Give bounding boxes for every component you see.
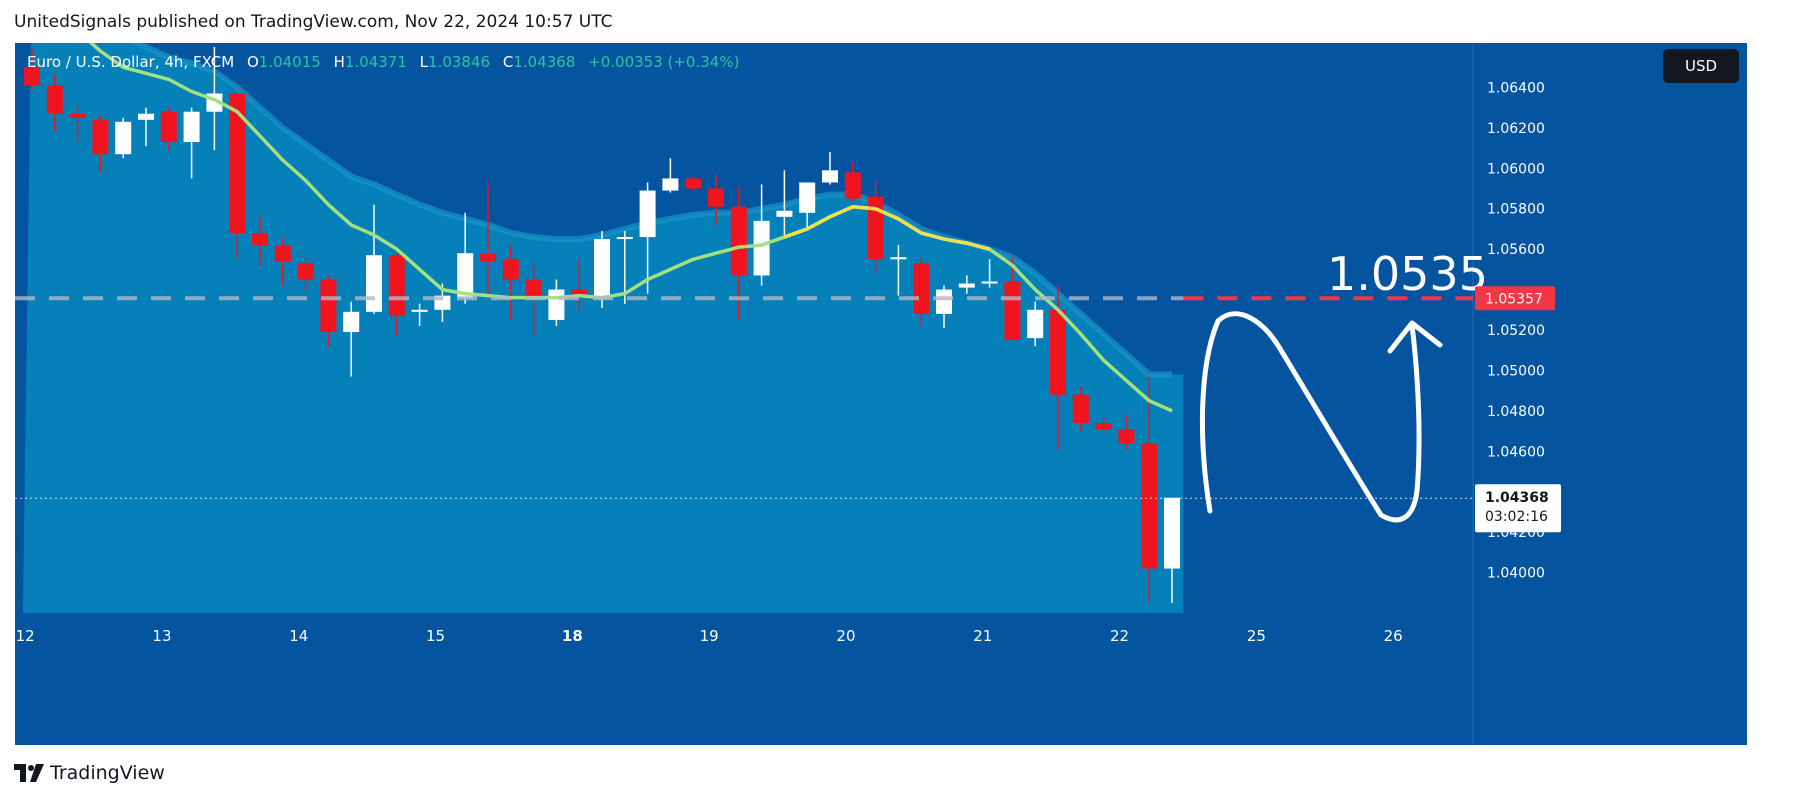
price-tick-label: 1.06400 — [1487, 80, 1545, 96]
time-tick-label: 15 — [426, 627, 445, 645]
candle-body — [548, 289, 565, 320]
candle-body — [366, 255, 382, 312]
candle-body — [662, 178, 679, 191]
current-price-label: 1.04368 — [1485, 490, 1549, 506]
open-label: O — [246, 53, 259, 71]
time-tick-label: 12 — [16, 627, 35, 645]
tradingview-logo-icon — [14, 764, 44, 782]
time-tick-label: 19 — [700, 627, 719, 645]
candle-body — [708, 188, 724, 207]
candle-body — [138, 113, 154, 120]
candle-body — [457, 253, 474, 298]
current-price-label-bg — [1475, 484, 1561, 533]
candle-body — [1118, 429, 1135, 444]
symbol-legend: Euro / U.S. Dollar, 4h, FXCM O1.04015 H1… — [27, 53, 739, 71]
candle-body — [639, 190, 656, 238]
candle-body — [69, 113, 86, 118]
candle-body — [115, 121, 132, 155]
candle-body — [730, 206, 747, 276]
candle-body — [1050, 309, 1066, 395]
candle-body — [867, 196, 884, 260]
candle-body — [229, 93, 246, 233]
time-tick-label: 18 — [562, 627, 583, 645]
candle-body — [320, 279, 337, 333]
candle-body — [274, 245, 291, 262]
arrow-head — [1387, 320, 1443, 354]
price-tick-label: 1.04800 — [1487, 404, 1545, 420]
candle-body — [981, 281, 998, 284]
price-tick-label: 1.06200 — [1487, 121, 1545, 137]
bar-countdown: 03:02:16 — [1485, 509, 1548, 525]
candle-body — [594, 239, 610, 298]
candle-body — [411, 309, 428, 312]
close-label: C — [502, 53, 514, 71]
time-tick-label: 26 — [1384, 627, 1403, 645]
ma-area-fill — [22, 43, 1184, 613]
target-annotation: 1.0535 — [1327, 247, 1488, 301]
candle-body — [685, 178, 702, 189]
candle-body — [1141, 443, 1158, 569]
low-label: L — [419, 53, 429, 71]
price-tick-label: 1.04000 — [1487, 566, 1545, 582]
candle-body — [913, 263, 930, 314]
candle-body — [958, 283, 975, 288]
candle-body — [343, 311, 360, 333]
candle-body — [502, 259, 519, 280]
candle-body — [160, 111, 177, 143]
price-tick-label: 1.04600 — [1487, 444, 1545, 460]
candle-body — [571, 289, 588, 298]
symbol-name: Euro / U.S. Dollar, 4h, FXCM — [27, 53, 235, 71]
open-value: 1.04015 — [258, 53, 321, 71]
price-tick-label: 1.05600 — [1487, 242, 1545, 258]
footer-brand: TradingView — [50, 762, 165, 784]
candle-body — [24, 67, 40, 86]
candle-body — [799, 182, 816, 213]
candle-body — [890, 257, 907, 260]
currency-button[interactable]: USD — [1663, 49, 1739, 83]
time-tick-label: 22 — [1110, 627, 1129, 645]
price-tick-label: 1.05800 — [1487, 202, 1545, 218]
time-tick-label: 25 — [1247, 627, 1266, 645]
candle-body — [297, 263, 314, 280]
time-tick-label: 13 — [152, 627, 171, 645]
high-value: 1.04371 — [344, 53, 407, 71]
time-axis-strip — [15, 613, 1747, 745]
candle-body — [252, 233, 268, 246]
publish-info: UnitedSignals published on TradingView.c… — [14, 12, 613, 32]
candle-body — [822, 170, 838, 183]
target-price-label: 1.05357 — [1485, 291, 1543, 307]
price-tick-label: 1.05200 — [1487, 323, 1545, 339]
candle-body — [46, 85, 63, 114]
price-chart[interactable]: 1.0535 1.06400 1.06200 1.06000 1.05800 1.056… — [15, 43, 1747, 745]
candle-body — [616, 237, 633, 240]
candle-body — [1072, 394, 1089, 423]
close-value: 1.04368 — [513, 53, 576, 71]
candle-body — [92, 119, 109, 155]
low-value: 1.03846 — [428, 53, 491, 71]
candle-body — [388, 255, 405, 316]
candle-body — [776, 210, 793, 217]
high-label: H — [333, 53, 345, 71]
time-tick-label: 14 — [289, 627, 308, 645]
candle-body — [1004, 281, 1021, 341]
moving-average-highlight — [783, 204, 991, 251]
candle-body — [1164, 497, 1180, 569]
projection-arrow-path — [1199, 311, 1422, 523]
candle-body — [753, 220, 770, 276]
target-price-label-bg — [1475, 286, 1555, 311]
chart-panel[interactable]: 1.0535 1.06400 1.06200 1.06000 1.05800 1.056… — [15, 43, 1747, 745]
candle-body — [480, 253, 496, 262]
price-tick-label: 1.05000 — [1487, 363, 1545, 379]
price-tick-label: 1.06000 — [1487, 161, 1545, 177]
time-tick-label: 21 — [973, 627, 992, 645]
candle-body — [183, 111, 200, 143]
footer: TradingView — [14, 760, 165, 786]
candle-body — [844, 172, 861, 199]
time-tick-label: 20 — [836, 627, 855, 645]
candle-body — [1095, 423, 1112, 430]
candle-body — [1027, 309, 1044, 339]
candle-body — [525, 279, 542, 300]
candle-body — [936, 289, 952, 314]
change-value: +0.00353 (+0.34%) — [588, 53, 740, 71]
